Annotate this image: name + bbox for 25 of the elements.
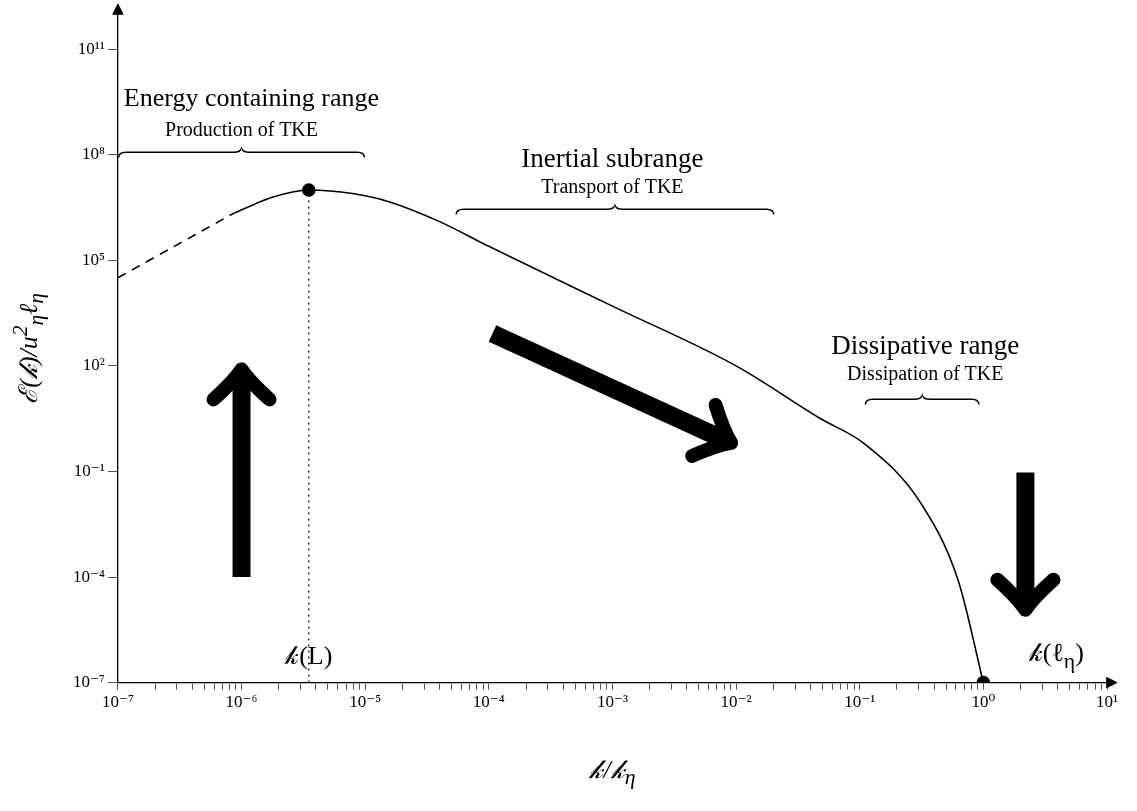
- y-tick-label: 10¹¹: [77, 38, 105, 58]
- y-tick-label: 10⁻⁴: [72, 566, 105, 586]
- x-tick-label: 10⁻¹: [844, 692, 876, 712]
- y-tick-label: 10²: [82, 355, 105, 375]
- annotation: Production of TKE: [165, 117, 319, 141]
- annotation: Inertial subrange: [521, 142, 704, 174]
- x-tick-label: 10¹: [1095, 692, 1119, 712]
- y-tick-label: 10⁻¹: [73, 460, 105, 480]
- annotation: 𝓀(L): [285, 641, 333, 672]
- annotation: Dissipation of TKE: [847, 361, 1004, 385]
- x-tick-label: 10⁻⁵: [349, 692, 382, 712]
- annotation: Energy containing range: [123, 82, 379, 113]
- y-tick-label: 10⁸: [81, 144, 105, 164]
- x-tick-label: 10⁻⁶: [225, 692, 258, 712]
- x-axis-title: 𝓀/𝓀$_{η}$: [589, 755, 636, 791]
- x-tick-label: 10⁻⁴: [472, 692, 505, 712]
- annotation: 𝓀(ℓ$_{η}$): [1028, 638, 1084, 674]
- y-tick-label: 10⁻⁷: [72, 672, 105, 692]
- annotation: Dissipative range: [831, 329, 1020, 361]
- x-tick-label: 10⁻²: [720, 692, 752, 712]
- x-tick-label: 10⁰: [971, 692, 996, 712]
- x-tick-label: 10⁻³: [596, 692, 628, 712]
- x-tick-label: 10⁻⁷: [101, 692, 134, 712]
- y-tick-label: 10⁵: [81, 249, 105, 269]
- annotation: Transport of TKE: [541, 174, 684, 198]
